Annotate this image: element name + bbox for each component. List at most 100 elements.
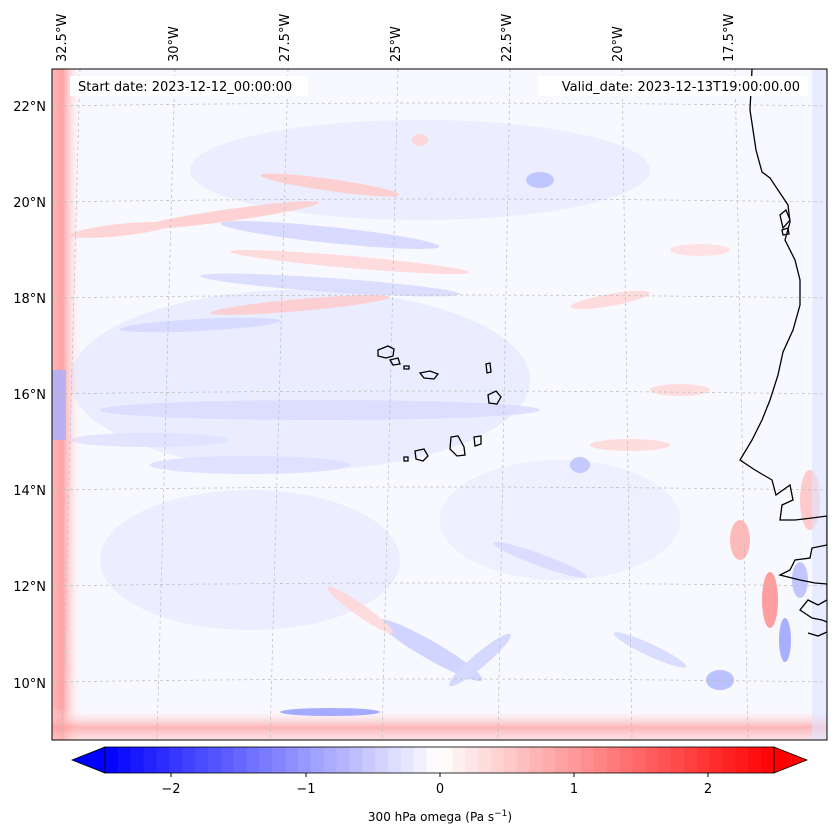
omega-patch: [100, 490, 400, 630]
colorbar-band: [490, 747, 505, 773]
colorbar-band: [696, 747, 711, 773]
colorbar-band: [272, 747, 286, 773]
colorbar: −2 −1 0 1 2 300 hPa omega (Pa s−1): [70, 746, 809, 824]
lon-label: 17.5°W: [722, 14, 737, 62]
colorbar-band: [400, 747, 415, 773]
colorbar-tick-label: 2: [704, 782, 712, 797]
start-date-label: Start date: 2023-12-12_00:00:00: [78, 80, 292, 95]
lat-label: 18°N: [13, 292, 46, 307]
lat-label: 16°N: [13, 388, 46, 403]
valid-date-label: Valid_date: 2023-12-13T19:00:00.00: [562, 80, 800, 95]
lat-label: 22°N: [13, 100, 46, 115]
lat-label: 12°N: [13, 580, 46, 595]
colorbar-band: [722, 747, 737, 773]
island: [403, 456, 409, 462]
colorbar-band: [671, 747, 685, 773]
colorbar-band: [143, 747, 158, 773]
colorbar-band: [362, 747, 376, 773]
colorbar-band: [452, 747, 466, 773]
colorbar-band: [105, 747, 119, 773]
colorbar-bands: [105, 747, 775, 773]
coast-islet: [779, 208, 791, 230]
start-date-box: [70, 76, 308, 96]
omega-patch: [190, 120, 650, 220]
colorbar-band: [658, 747, 672, 773]
lon-label: 30°W: [167, 26, 182, 62]
colorbar-band: [709, 747, 724, 773]
colorbar-band: [285, 747, 299, 773]
colorbar-band: [478, 747, 492, 773]
colorbar-band: [439, 747, 453, 773]
colorbar-tick-label: 1: [570, 782, 578, 797]
graticule: [52, 69, 827, 740]
colorbar-band: [761, 747, 775, 773]
colorbar-band: [748, 747, 762, 773]
colorbar-band: [593, 747, 608, 773]
africa-coast: [739, 69, 827, 637]
island: [377, 345, 395, 359]
colorbar-band: [323, 747, 338, 773]
latitude-labels: 22°N 20°N 18°N 16°N 14°N 12°N 10°N: [13, 100, 46, 692]
longitude-labels: 32.5°W 30°W 27.5°W 25°W 22.5°W 20°W 17.5…: [55, 14, 737, 62]
omega-field: [52, 69, 827, 740]
omega-streaks: [70, 134, 730, 687]
colorbar-band: [529, 747, 544, 773]
lat-label: 10°N: [13, 677, 46, 692]
omega-patch: [70, 290, 530, 470]
colorbar-band: [388, 747, 402, 773]
lon-label: 20°W: [611, 26, 626, 62]
south-boundary-band: [52, 708, 827, 740]
island: [485, 362, 492, 374]
colorbar-band: [375, 747, 389, 773]
colorbar-max-extend: [773, 746, 809, 774]
colorbar-tick-label: −2: [161, 782, 180, 797]
coastline: [377, 69, 827, 637]
east-boundary-band: [812, 69, 827, 740]
colorbar-band: [246, 747, 260, 773]
colorbar-band: [297, 747, 312, 773]
colorbar-label-sup: −1: [494, 809, 507, 819]
west-boundary-blue: [52, 370, 66, 440]
colorbar-band: [349, 747, 363, 773]
valid-date-box: [538, 76, 808, 96]
island: [473, 435, 482, 447]
colorbar-band: [645, 747, 659, 773]
lat-label: 20°N: [13, 196, 46, 211]
colorbar-tick-label: 0: [436, 782, 444, 797]
lon-label: 32.5°W: [55, 14, 70, 62]
colorbar-band: [117, 747, 132, 773]
colorbar-band: [503, 747, 518, 773]
colorbar-label-text: 300 hPa omega (Pa s: [368, 810, 494, 824]
island: [403, 365, 410, 370]
south-boundary-blue: [280, 708, 380, 716]
colorbar-band: [336, 747, 351, 773]
colorbar-band: [581, 747, 595, 773]
lon-label: 25°W: [389, 26, 404, 62]
island: [487, 390, 502, 405]
colorbar-min-extend: [70, 746, 106, 774]
colorbar-band: [156, 747, 170, 773]
omega-patch: [440, 460, 680, 580]
colorbar-band: [516, 747, 531, 773]
map-frame: [51, 68, 828, 741]
colorbar-band: [220, 747, 235, 773]
colorbar-band: [207, 747, 222, 773]
colorbar-band: [606, 747, 621, 773]
colorbar-band: [413, 747, 428, 773]
lon-label: 22.5°W: [500, 14, 515, 62]
colorbar-band: [130, 747, 145, 773]
colorbar-band: [542, 747, 556, 773]
colorbar-band: [233, 747, 248, 773]
colorbar-tick-label: −1: [296, 782, 315, 797]
colorbar-band: [259, 747, 273, 773]
colorbar-ticks: −2 −1 0 1 2: [161, 773, 712, 797]
lon-label: 27.5°W: [278, 14, 293, 62]
colorbar-band: [465, 747, 479, 773]
colorbar-label: 300 hPa omega (Pa s−1): [368, 809, 512, 824]
colorbar-band: [555, 747, 569, 773]
colorbar-band: [426, 747, 441, 773]
colorbar-band: [735, 747, 749, 773]
colorbar-band: [683, 747, 698, 773]
colorbar-band: [568, 747, 582, 773]
lat-label: 14°N: [13, 484, 46, 499]
